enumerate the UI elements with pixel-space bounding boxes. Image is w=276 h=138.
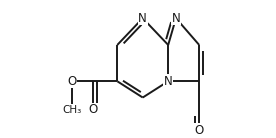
Text: N: N (164, 75, 172, 88)
Text: N: N (172, 12, 180, 25)
Text: O: O (195, 124, 204, 136)
Text: CH₃: CH₃ (62, 105, 81, 115)
Text: O: O (88, 104, 97, 116)
Text: N: N (138, 12, 147, 25)
Text: O: O (67, 75, 76, 88)
